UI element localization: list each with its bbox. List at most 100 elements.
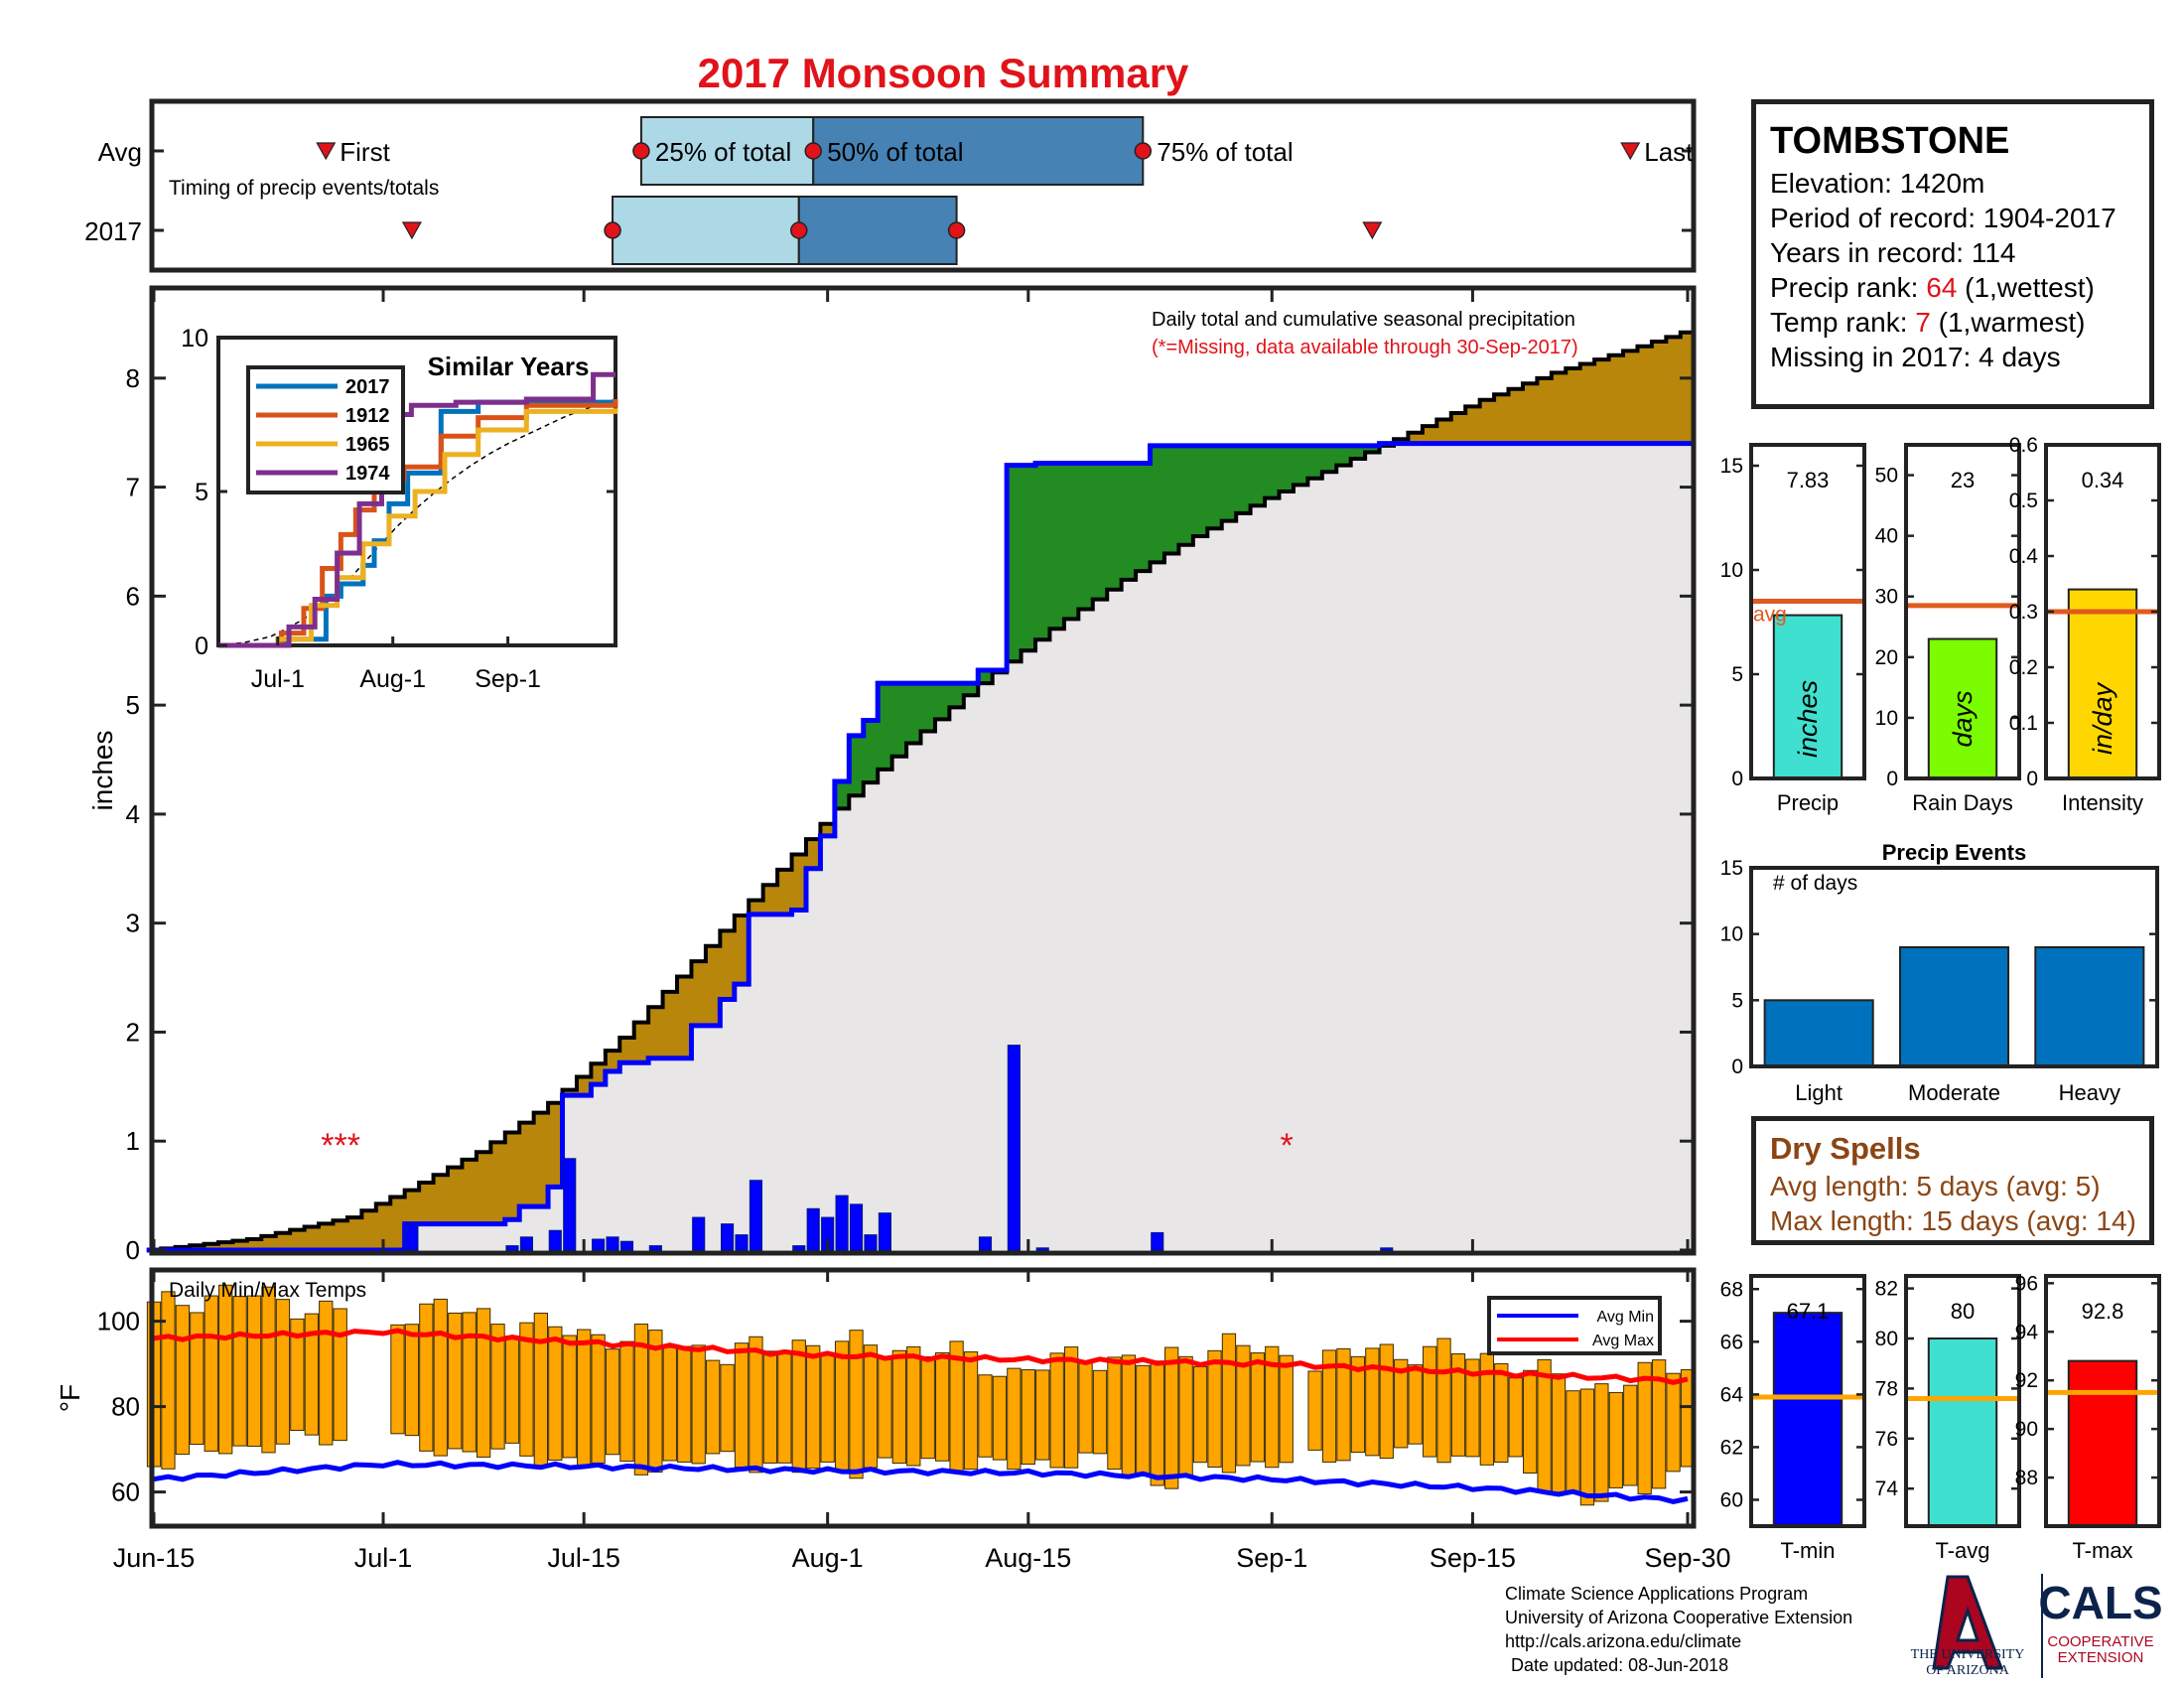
- daily-temp-range-bar: [806, 1344, 821, 1470]
- university-of-arizona-logo: THE UNIVERSITY OF ARIZONA: [1911, 1575, 2024, 1678]
- below-both-fill: [1551, 443, 1567, 1250]
- daily-temp-range-bar: [1107, 1356, 1122, 1471]
- temp-rank-value: 7: [1915, 307, 1931, 338]
- cals-logo-line1: COOPERATIVE: [2047, 1633, 2153, 1650]
- above-average-fill: [1121, 463, 1137, 580]
- daily-temp-range-bar: [1666, 1372, 1681, 1473]
- t_avg-x-label: T-avg: [1935, 1538, 1989, 1563]
- below-average-fill: [705, 945, 721, 1026]
- timing-first-label: First: [340, 137, 390, 167]
- t_min-y-tick-label: 64: [1720, 1383, 1744, 1406]
- inset-x-tick-label: Aug-1: [359, 665, 426, 693]
- below-both-fill: [433, 1223, 449, 1250]
- daily-temp-range-bar: [1637, 1361, 1652, 1495]
- shared-x-tick-label: Sep-15: [1430, 1543, 1516, 1573]
- rain_days-x-label: Rain Days: [1912, 790, 2012, 815]
- precip-events-category-label: Moderate: [1908, 1080, 2000, 1105]
- season_precip-value-label: 7.83: [1787, 468, 1830, 492]
- events-y-tick-label: 0: [1731, 1055, 1743, 1078]
- below-average-fill: [591, 1063, 607, 1085]
- temps-legend-box: [1487, 1296, 1662, 1355]
- average-cumulative-line: [146, 330, 1696, 1252]
- below-both-fill: [1192, 535, 1208, 1250]
- daily-temp-range-bar: [1450, 1353, 1466, 1457]
- inset-legend-label: 1974: [345, 463, 390, 485]
- below-both-fill: [1078, 609, 1094, 1250]
- inset-y-tick-label: 0: [195, 633, 208, 660]
- timing-first-last-marker: [1362, 221, 1383, 240]
- daily-temp-range-bar: [304, 1313, 319, 1436]
- below-average-fill: [319, 1223, 335, 1250]
- t_min-x-label: T-min: [1781, 1538, 1836, 1563]
- daily-precip-bar: [849, 1203, 864, 1251]
- below-both-fill: [1365, 452, 1381, 1250]
- daily-temp-range-bar: [433, 1298, 448, 1457]
- intensity-y-tick-label: 0.2: [2009, 656, 2038, 679]
- events-y-tick-label: 10: [1720, 923, 1743, 946]
- daily-temp-range-bar: [605, 1348, 620, 1456]
- intensity-bar-label: in/day: [2088, 681, 2117, 755]
- above-average-fill: [1250, 445, 1266, 506]
- timing-panel: Avg First Last 25% of total 50% of total 75% …: [84, 98, 1697, 273]
- below-both-fill: [490, 1223, 506, 1250]
- precip-events-bar: [1763, 999, 1874, 1067]
- daily-temp-range-bar: [1279, 1354, 1294, 1464]
- inset-legend-label: 1912: [345, 405, 390, 427]
- footer-program: Climate Science Applications Program: [1505, 1584, 1809, 1604]
- daily-temp-range-bar: [448, 1312, 463, 1450]
- daily-precip-bar: [692, 1216, 706, 1251]
- below-both-fill: [963, 695, 979, 1250]
- below-both-fill: [791, 910, 807, 1250]
- dry-spells-title: Dry Spells: [1770, 1131, 1921, 1166]
- daily-temp-range-bar: [218, 1284, 233, 1455]
- events-y-tick-label: 5: [1731, 989, 1743, 1012]
- daily-temp-range-bar: [1508, 1377, 1523, 1458]
- below-average-fill: [404, 1190, 420, 1224]
- missing-data-marker: ***: [321, 1127, 360, 1165]
- below-average-fill: [762, 885, 778, 914]
- below-both-fill: [605, 1070, 620, 1250]
- temp-rank-suffix: (1,warmest): [1938, 307, 2086, 338]
- footer-url[interactable]: http://cals.arizona.edu/climate: [1505, 1631, 1742, 1651]
- below-both-fill: [419, 1223, 435, 1250]
- below-both-fill: [720, 999, 736, 1250]
- precip-events-bar: [2034, 946, 2145, 1067]
- precip-events-y-label: # of days: [1773, 872, 1857, 895]
- temp-rank-line: Temp rank: 7 (1,warmest): [1770, 305, 2149, 340]
- season-stat-charts: 0 5 10 15 7.83 Precip inches avg 0 10 20 30 40 50 23 Ra…: [1720, 434, 2161, 815]
- above-average-fill: [1078, 463, 1094, 610]
- daily-temp-range-bar: [1651, 1359, 1667, 1489]
- daily-precip-bar: [749, 1180, 763, 1251]
- inset-series-line-1912: [218, 399, 618, 648]
- daily-temp-range-bar: [462, 1312, 477, 1453]
- rain_days-y-tick-label: 10: [1875, 707, 1898, 730]
- timing-first-last-marker: [1620, 142, 1641, 161]
- below-average-fill: [1651, 342, 1667, 444]
- below-average-fill: [820, 823, 836, 836]
- intensity-y-tick-label: 0.1: [2009, 712, 2038, 735]
- above-average-fill: [1049, 463, 1065, 630]
- below-average-fill: [1494, 394, 1510, 444]
- rain_days-y-tick-label: 50: [1875, 465, 1898, 488]
- above-average-fill: [906, 683, 922, 744]
- inset-title: Similar Years: [428, 352, 590, 381]
- above-average-fill: [1365, 445, 1381, 453]
- footer-date-updated: Date updated: 08-Jun-2018: [1511, 1655, 1729, 1675]
- below-average-fill: [677, 976, 693, 1058]
- daily-precip-bar: [619, 1240, 634, 1251]
- daily-temp-range-bar: [504, 1336, 520, 1444]
- temps-y-tick-label: 80: [111, 1392, 140, 1422]
- below-both-fill: [1265, 497, 1281, 1250]
- below-both-fill: [1508, 443, 1524, 1250]
- below-average-fill: [562, 1089, 578, 1096]
- below-both-fill: [1465, 443, 1481, 1250]
- intensity-y-tick-label: 0.5: [2009, 490, 2038, 512]
- daily-temp-range-bar: [419, 1303, 434, 1452]
- daily-temp-range-bar: [476, 1308, 491, 1458]
- below-both-fill: [1594, 443, 1610, 1250]
- similar-years-inset: 0 5 10 Jul-1 Aug-1 Sep-1 Similar Years 2017 1912…: [181, 325, 618, 693]
- below-both-fill: [777, 914, 793, 1250]
- below-both-fill: [906, 743, 922, 1250]
- precip-events-title: Precip Events: [1882, 840, 2027, 865]
- below-average-fill: [777, 869, 793, 914]
